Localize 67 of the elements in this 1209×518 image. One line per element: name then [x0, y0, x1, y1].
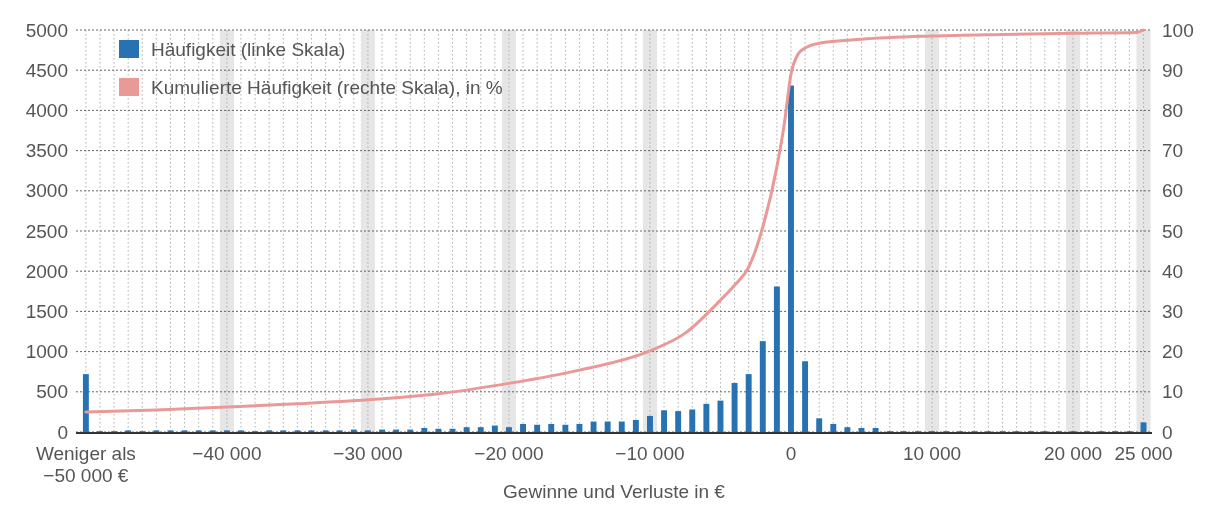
bar: [731, 382, 738, 432]
legend-label: Häufigkeit (linke Skala): [151, 38, 346, 60]
bar: [590, 421, 597, 432]
bar: [759, 341, 766, 432]
bar: [435, 428, 442, 432]
y2-tick-label: 20: [1162, 341, 1184, 363]
bar: [1140, 422, 1147, 432]
bar: [802, 361, 809, 432]
x-tick-label: 20 000: [1043, 443, 1103, 464]
bar: [675, 411, 682, 432]
x-tick-label: Weniger als −50 000 €: [35, 443, 136, 486]
y2-tick-label: 100: [1162, 19, 1194, 41]
y-tick-label: 1500: [25, 301, 68, 323]
x-tick-label: 25 000: [1114, 443, 1173, 464]
bar: [816, 418, 823, 432]
bar: [491, 425, 498, 432]
y2-tick-label: 50: [1162, 220, 1184, 242]
y-tick-label: 4000: [25, 100, 68, 122]
bar: [872, 427, 879, 432]
bar: [661, 410, 668, 432]
bar: [505, 427, 512, 432]
x-tick-label: −20 000: [474, 443, 544, 464]
y-tick-label: 3000: [25, 180, 68, 202]
bar: [477, 427, 484, 432]
y-tick-label: 500: [36, 381, 68, 403]
y-tick-label: 2000: [25, 260, 68, 282]
bar: [463, 427, 470, 432]
bar: [844, 427, 851, 432]
bar: [830, 423, 837, 432]
x-tick-label: −40 000: [192, 443, 262, 464]
x-tick-label: −10 000: [615, 443, 685, 464]
line-series: [84, 28, 1146, 414]
bar: [562, 424, 569, 432]
bar: [632, 419, 639, 432]
x-tick-label: 0: [785, 443, 797, 464]
x-axis-title: Gewinne und Verluste in €: [503, 481, 726, 502]
bar: [647, 415, 653, 432]
bar: [534, 424, 541, 432]
bar: [421, 427, 428, 432]
x-tick-label: 10 000: [902, 443, 962, 464]
y2-tick-label: 70: [1162, 140, 1184, 162]
x-tick-label: −30 000: [333, 443, 403, 464]
y-tick-label: 5000: [25, 19, 68, 41]
bar: [548, 423, 555, 432]
y2-tick-label: 80: [1162, 100, 1184, 122]
bar: [618, 421, 625, 432]
y-tick-label: 2500: [25, 220, 68, 242]
bar: [604, 421, 611, 432]
bar: [788, 85, 794, 432]
bar: [82, 374, 89, 432]
y2-tick-label: 0: [1162, 421, 1173, 443]
bar: [745, 374, 752, 432]
y-tick-label: 4500: [25, 59, 68, 81]
bar: [689, 409, 696, 432]
y2-tick-label: 10: [1162, 381, 1184, 403]
y2-tick-label: 30: [1162, 301, 1184, 323]
y2-tick-label: 90: [1162, 59, 1184, 81]
y2-tick-label: 60: [1162, 180, 1184, 202]
bar: [520, 423, 526, 432]
y-tick-label: 1000: [25, 341, 68, 363]
y2-tick-label: 40: [1162, 260, 1184, 282]
legend-label: Kumulierte Häufigkeit (rechte Skala), in %: [151, 76, 503, 98]
bar: [576, 423, 583, 432]
y-tick-label: 0: [57, 421, 68, 443]
bar: [773, 286, 780, 432]
y-tick-label: 3500: [25, 140, 68, 162]
bar: [703, 403, 710, 432]
